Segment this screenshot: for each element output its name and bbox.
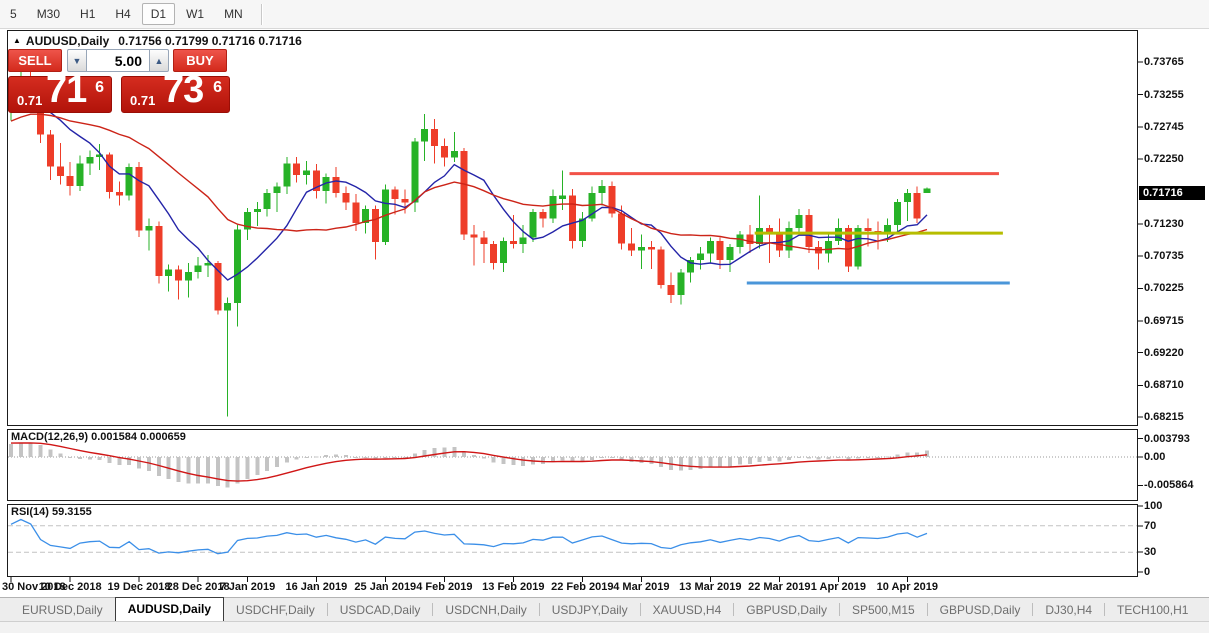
date-axis-label: 25 Jan 2019 [354, 581, 417, 593]
date-axis-label: 30 Nov 2018 [2, 581, 66, 593]
price-axis-label: 0.68710 [1144, 379, 1184, 392]
rsi-value: 59.3155 [51, 506, 92, 518]
tab-usdcad-daily[interactable]: USDCAD,Daily [339, 603, 421, 617]
chart-ohlc-quote: 0.71756 0.71799 0.71716 0.71716 [118, 34, 302, 48]
tab-separator [326, 603, 328, 616]
macd-indicator-label: MACD(12,26,9) 0.001584 0.000659 [11, 431, 186, 443]
symbol-direction-icon: ▲ [13, 36, 21, 45]
rsi-panel[interactable] [7, 504, 1138, 577]
date-axis-label: 19 Dec 2018 [107, 581, 171, 593]
buy-price-display[interactable]: 0.71 73 6 [121, 69, 230, 113]
rsi-axis-label: 70 [1144, 519, 1157, 532]
sell-button[interactable]: SELL [8, 49, 62, 72]
rsi-indicator-label: RSI(14) 59.3155 [11, 506, 92, 518]
rsi-axis-label: 100 [1144, 500, 1163, 512]
macd-values: 0.001584 0.000659 [91, 431, 186, 443]
one-click-trading-panel: SELL ▼ ▲ BUY 0.71 71 6 0.71 73 6 [8, 49, 230, 113]
tab-separator [1032, 603, 1034, 616]
timeframe-button-mn[interactable]: MN [224, 7, 243, 21]
tab-separator [733, 603, 735, 616]
macd-name: MACD(12,26,9) [11, 431, 89, 443]
date-axis-label: 10 Dec 2018 [38, 581, 102, 593]
volume-decrease-button[interactable]: ▼ [67, 49, 87, 72]
tab-separator [838, 603, 840, 616]
chevron-up-icon: ▲ [154, 55, 164, 66]
tab-separator [1104, 603, 1106, 616]
tab-audusd-daily[interactable]: AUDUSD,Daily [114, 597, 225, 621]
volume-input[interactable] [87, 49, 149, 72]
buy-button[interactable]: BUY [173, 49, 227, 72]
price-axis-label: 0.73255 [1144, 88, 1184, 101]
tab-separator [538, 603, 540, 616]
date-axis-label: 10 Apr 2019 [876, 581, 939, 593]
tab-dj30-h4[interactable]: DJ30,H4 [1045, 603, 1093, 617]
price-axis-label: 0.72250 [1144, 152, 1184, 165]
macd-axis-label: 0.003793 [1144, 432, 1190, 445]
symbol-tabbar: EURUSD,Daily AUDUSD,Daily USDCHF,Daily USDC… [0, 597, 1209, 621]
timeframe-button-5[interactable]: 5 [10, 7, 17, 21]
sell-price-big-digits: 71 [46, 69, 87, 111]
macd-axis-label: -0.005864 [1144, 479, 1194, 492]
price-axis-label: 0.70735 [1144, 249, 1184, 262]
sell-price-prefix: 0.71 [17, 93, 43, 108]
volume-increase-button[interactable]: ▲ [149, 49, 169, 72]
main-chart-area[interactable] [7, 30, 1138, 426]
price-axis-label: 0.69220 [1144, 346, 1184, 359]
chevron-down-icon: ▼ [72, 55, 82, 66]
tab-eurusd-daily[interactable]: EURUSD,Daily [22, 603, 103, 617]
current-price-tag: 0.71716 [1139, 186, 1205, 201]
tab-usdcnh-daily[interactable]: USDCNH,Daily [445, 603, 527, 617]
date-axis-label: 16 Jan 2019 [285, 581, 348, 593]
tab-tech100-h1[interactable]: TECH100,H1 [1117, 603, 1189, 617]
chart-symbol-label: AUDUSD,Daily [25, 34, 110, 48]
buy-price-prefix: 0.71 [130, 93, 156, 108]
date-axis-label: 7 Jan 2019 [219, 581, 276, 593]
toolbar-separator [260, 3, 263, 25]
status-bar [0, 621, 1209, 633]
buy-price-big-digits: 73 [163, 69, 204, 111]
buy-price-pip: 6 [213, 79, 222, 96]
price-axis-label: 0.73765 [1144, 56, 1184, 68]
timeframe-button-m30[interactable]: M30 [36, 7, 61, 21]
timeframe-button-h1[interactable]: H1 [80, 7, 96, 21]
tab-xauusd-h4[interactable]: XAUUSD,H4 [652, 603, 722, 617]
date-axis-label: 13 Feb 2019 [482, 581, 545, 593]
date-axis-label: 22 Feb 2019 [551, 581, 614, 593]
date-axis-label: 13 Mar 2019 [679, 581, 742, 593]
date-axis-label: 28 Dec 2018 [166, 581, 230, 593]
timeframe-button-d1[interactable]: D1 [141, 3, 176, 25]
chart-title: ▲ AUDUSD,Daily 0.71756 0.71799 0.71716 0.7… [13, 34, 302, 48]
tab-separator [639, 603, 641, 616]
sell-price-display[interactable]: 0.71 71 6 [8, 69, 112, 113]
rsi-axis-label: 0 [1144, 566, 1151, 578]
tab-usdjpy-daily[interactable]: USDJPY,Daily [551, 603, 628, 617]
price-axis-label: 0.71230 [1144, 218, 1184, 231]
timeframe-button-h4[interactable]: H4 [115, 7, 131, 21]
macd-axis-label: 0.00 [1144, 451, 1166, 463]
tab-gbpusd-daily[interactable]: GBPUSD,Daily [939, 603, 1021, 617]
price-axis-label: 0.70225 [1144, 282, 1184, 295]
timeframe-toolbar: 5 M30 H1 H4 D1 W1 MN [0, 0, 1209, 29]
price-axis-label: 0.68215 [1144, 410, 1184, 423]
date-axis-label: 4 Mar 2019 [613, 581, 670, 593]
timeframe-button-w1[interactable]: W1 [186, 7, 205, 21]
date-axis-label: 4 Feb 2019 [416, 581, 473, 593]
tab-separator [926, 603, 928, 616]
sell-price-pip: 6 [95, 79, 104, 96]
macd-panel[interactable] [7, 429, 1138, 501]
tab-gbpusd-daily[interactable]: GBPUSD,Daily [746, 603, 827, 617]
date-axis-label: 1 Apr 2019 [810, 581, 867, 593]
date-axis-label: 22 Mar 2019 [748, 581, 811, 593]
tab-separator [432, 603, 434, 616]
rsi-name: RSI(14) [11, 506, 49, 518]
tab-sp500-m15[interactable]: SP500,M15 [851, 603, 915, 617]
price-axis-label: 0.72745 [1144, 121, 1184, 134]
price-axis-label: 0.69715 [1144, 315, 1184, 328]
rsi-axis-label: 30 [1144, 546, 1157, 559]
tab-usdchf-daily[interactable]: USDCHF,Daily [236, 603, 315, 617]
